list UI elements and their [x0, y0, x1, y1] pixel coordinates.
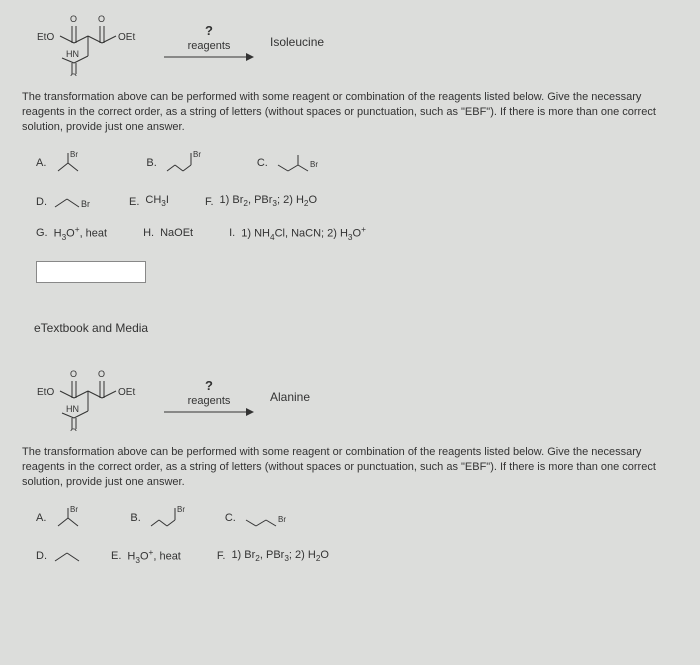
- reagent-label: reagents: [188, 40, 231, 52]
- reaction-arrow: ? reagents: [164, 23, 254, 62]
- option-a-structure: Br: [52, 149, 96, 177]
- hn-label: HN: [66, 49, 79, 59]
- svg-text:Br: Br: [81, 199, 90, 209]
- product-name: Isoleucine: [270, 35, 324, 49]
- option-c-2: C. Br: [225, 504, 286, 532]
- svg-text:O: O: [98, 369, 105, 379]
- option-a-2-structure: Br: [52, 504, 96, 532]
- option-f: F. 1) Br2, PBr3; 2) H2O: [205, 194, 317, 208]
- svg-text:Br: Br: [70, 150, 78, 159]
- svg-text:O: O: [70, 14, 77, 24]
- question-1: EtO OEt O O HN O ? reagents Isoleucine T…: [22, 8, 678, 303]
- svg-text:O: O: [70, 369, 77, 379]
- reaction-scheme: EtO OEt O O HN O ? reagents Isoleucine: [32, 8, 678, 76]
- option-f-text: 1) Br2, PBr3; 2) H2O: [220, 194, 318, 208]
- svg-text:HN: HN: [66, 404, 79, 414]
- reaction-arrow-2: ? reagents: [164, 378, 254, 417]
- option-a: A. Br: [36, 149, 96, 177]
- svg-text:O: O: [70, 427, 77, 431]
- product-name-2: Alanine: [270, 390, 310, 404]
- svg-text:Br: Br: [278, 515, 286, 524]
- option-b-2: B. Br: [130, 504, 190, 532]
- option-e: E. CH3I: [129, 194, 169, 208]
- svg-text:O: O: [70, 72, 77, 76]
- option-h: H. NaOEt: [143, 227, 193, 239]
- svg-text:EtO: EtO: [37, 387, 54, 398]
- starting-material-structure-2: EtO OEt O O HN O: [32, 363, 152, 431]
- option-a-2: A. Br: [36, 504, 96, 532]
- eto-left-label: EtO: [37, 32, 54, 43]
- question-2: EtO OEt O O HN O ? reagents Alanine The …: [22, 363, 678, 564]
- svg-text:OEt: OEt: [118, 387, 135, 398]
- oet-right-label: OEt: [118, 32, 135, 43]
- option-d: D. Br: [36, 193, 93, 211]
- svg-text:O: O: [98, 14, 105, 24]
- starting-material-structure: EtO OEt O O HN O: [32, 8, 152, 76]
- reagent-options: A. Br B.: [36, 149, 678, 242]
- reagent-placeholder-2: ?: [205, 378, 213, 393]
- svg-text:Br: Br: [310, 160, 318, 169]
- option-i-text: 1) NH4Cl, NaCN; 2) H3O+: [241, 225, 366, 242]
- option-h-text: NaOEt: [160, 227, 193, 239]
- arrow-icon-2: [164, 407, 254, 417]
- question-instruction-2: The transformation above can be performe…: [22, 445, 678, 490]
- option-e-2: E. H3O+, heat: [119, 548, 181, 565]
- question-instruction: The transformation above can be performe…: [22, 90, 678, 135]
- answer-input[interactable]: [36, 261, 146, 283]
- option-c-2-structure: Br: [242, 504, 286, 532]
- option-b-structure: Br: [163, 149, 207, 177]
- option-g-text: H3O+, heat: [54, 225, 107, 242]
- option-e-2-text: H3O+, heat: [127, 548, 180, 565]
- option-d-2: D.: [36, 549, 83, 563]
- svg-text:Br: Br: [177, 505, 185, 514]
- arrow-icon: [164, 52, 254, 62]
- svg-text:Br: Br: [70, 505, 78, 514]
- reagent-placeholder: ?: [205, 23, 213, 38]
- option-f-2-text: 1) Br2, PBr3; 2) H2O: [231, 549, 329, 563]
- option-d-structure: Br: [53, 193, 93, 211]
- option-b: B. Br: [146, 149, 206, 177]
- option-g: G. H3O+, heat: [36, 225, 107, 242]
- reagent-options-2: A. Br B.: [36, 504, 678, 565]
- option-c-structure: Br: [274, 149, 318, 177]
- option-f-2: F. 1) Br2, PBr3; 2) H2O: [217, 549, 329, 563]
- etextbook-link[interactable]: eTextbook and Media: [34, 317, 678, 339]
- option-i: I. 1) NH4Cl, NaCN; 2) H3O+: [229, 225, 366, 242]
- reagent-label-2: reagents: [188, 395, 231, 407]
- option-c: C. Br: [257, 149, 318, 177]
- option-d-2-structure: [53, 549, 83, 563]
- option-e-text: CH3I: [145, 194, 169, 208]
- option-b-2-structure: Br: [147, 504, 191, 532]
- reaction-scheme-2: EtO OEt O O HN O ? reagents Alanine: [32, 363, 678, 431]
- svg-text:Br: Br: [193, 150, 201, 159]
